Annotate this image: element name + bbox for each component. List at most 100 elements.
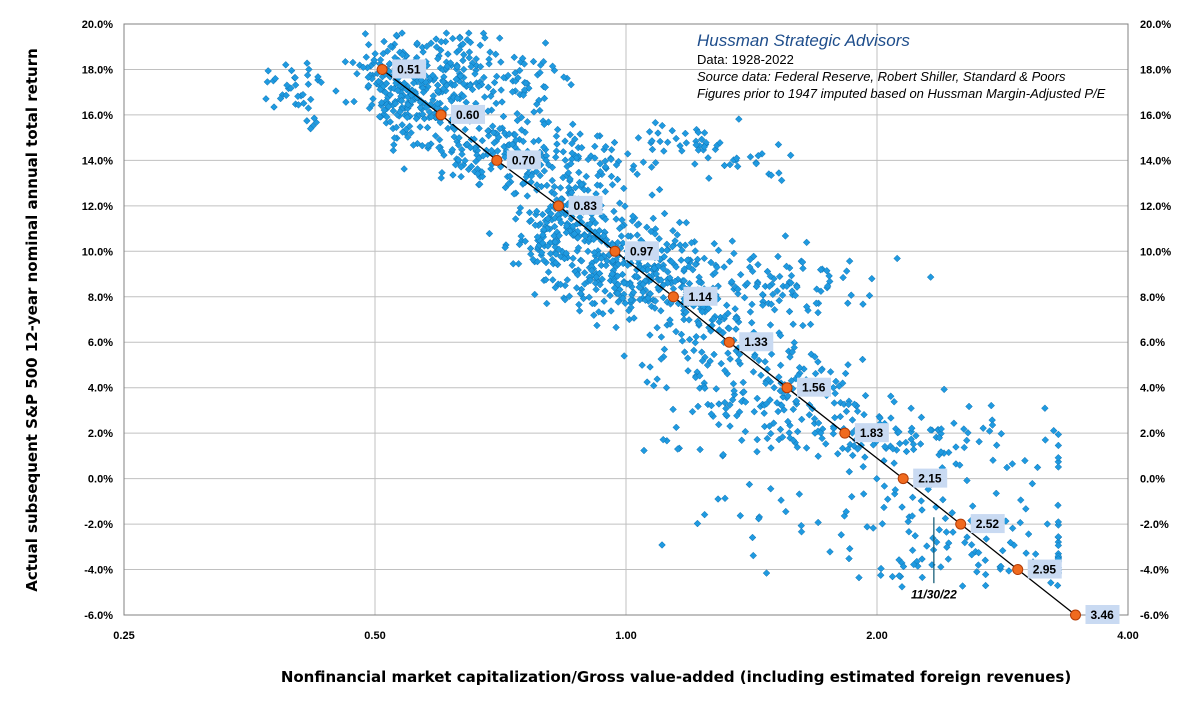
scatter-point (529, 255, 537, 264)
scatter-point (813, 285, 821, 293)
fit-label-box (913, 468, 948, 488)
scatter-point (731, 305, 739, 313)
scatter-point (526, 244, 535, 253)
scatter-point (517, 126, 526, 134)
scatter-point (964, 429, 972, 437)
scatter-point (750, 407, 759, 416)
scatter-point (960, 425, 968, 433)
scatter-point (623, 261, 632, 269)
scatter-point (538, 210, 547, 219)
scatter-point (651, 158, 660, 167)
scatter-point (646, 363, 654, 371)
scatter-point (677, 256, 685, 264)
scatter-point (678, 337, 687, 345)
scatter-point (822, 440, 830, 448)
scatter-point (795, 490, 804, 498)
scatter-point (575, 168, 583, 177)
scatter-point (658, 541, 666, 549)
scatter-point (714, 420, 723, 429)
scatter-point (896, 439, 904, 448)
scatter-point (484, 83, 493, 92)
scatter-point (601, 215, 610, 224)
scatter-point (600, 297, 608, 305)
fit-label-box (970, 514, 1005, 534)
scatter-point (556, 280, 565, 289)
scatter-point (937, 563, 945, 571)
scatter-point (536, 106, 544, 115)
scatter-point (688, 407, 697, 416)
x-tick-label: 1.00 (615, 630, 636, 642)
scatter-point (700, 510, 709, 519)
scatter-point (303, 71, 312, 79)
scatter-point (666, 274, 674, 282)
scatter-point (561, 295, 569, 304)
scatter-point (568, 149, 576, 157)
scatter-point (739, 378, 747, 387)
scatter-point (778, 291, 787, 299)
x-tick-label: 0.50 (364, 630, 385, 642)
scatter-point (743, 279, 752, 288)
scatter-point (918, 506, 926, 514)
scatter-point (1024, 530, 1033, 538)
scatter-point (419, 48, 427, 56)
scatter-point (818, 434, 826, 443)
scatter-point (666, 320, 674, 328)
scatter-point (576, 130, 584, 138)
scatter-point (382, 79, 391, 88)
scatter-point (519, 137, 528, 146)
scatter-point (773, 399, 781, 407)
scatter-point (726, 422, 734, 430)
scatter-point (998, 546, 1007, 555)
plot-frame (123, 23, 1129, 616)
scatter-point (890, 490, 899, 498)
scatter-point (657, 276, 665, 284)
scatter-point (592, 285, 600, 294)
scatter-point (565, 292, 574, 300)
scatter-point (559, 148, 568, 156)
fit-point-label: 0.70 (512, 153, 536, 167)
scatter-point (777, 496, 785, 504)
fit-point (1012, 564, 1024, 576)
scatter-point (629, 165, 637, 174)
scatter-point (682, 308, 690, 316)
fit-point (667, 291, 679, 303)
scatter-point (390, 140, 398, 149)
scatter-point (525, 84, 533, 93)
scatter-point (891, 486, 900, 494)
scatter-point (952, 443, 960, 451)
scatter-point (387, 42, 395, 51)
scatter-point (523, 118, 532, 126)
scatter-point (732, 325, 740, 333)
scatter-point (869, 524, 877, 532)
scatter-point (672, 134, 680, 143)
scatter-point (968, 502, 977, 510)
scatter-point (629, 288, 638, 297)
scatter-point (593, 181, 602, 189)
scatter-point (975, 437, 983, 446)
scatter-point (787, 279, 795, 287)
scatter-point (396, 108, 404, 116)
scatter-point (660, 147, 668, 155)
scatter-point (437, 38, 446, 46)
scatter-point (940, 385, 948, 394)
scatter-point (466, 38, 475, 47)
scatter-point (787, 377, 796, 385)
scatter-point (890, 459, 898, 467)
scatter-point (724, 309, 732, 318)
scatter-point (713, 263, 721, 272)
fit-point (955, 518, 967, 530)
scatter-point (898, 583, 906, 591)
scatter-point (1053, 581, 1062, 590)
scatter-point (673, 445, 682, 453)
scatter-point (536, 171, 544, 180)
scatter-point (672, 423, 680, 432)
scatter-point (734, 285, 742, 294)
scatter-point (487, 146, 496, 155)
scatter-point (694, 128, 703, 137)
scatter-point (831, 389, 839, 398)
scatter-point (799, 321, 807, 330)
scatter-point (419, 88, 428, 97)
scatter-point (680, 277, 688, 285)
scatter-point (633, 221, 641, 229)
scatter-point (667, 257, 676, 266)
